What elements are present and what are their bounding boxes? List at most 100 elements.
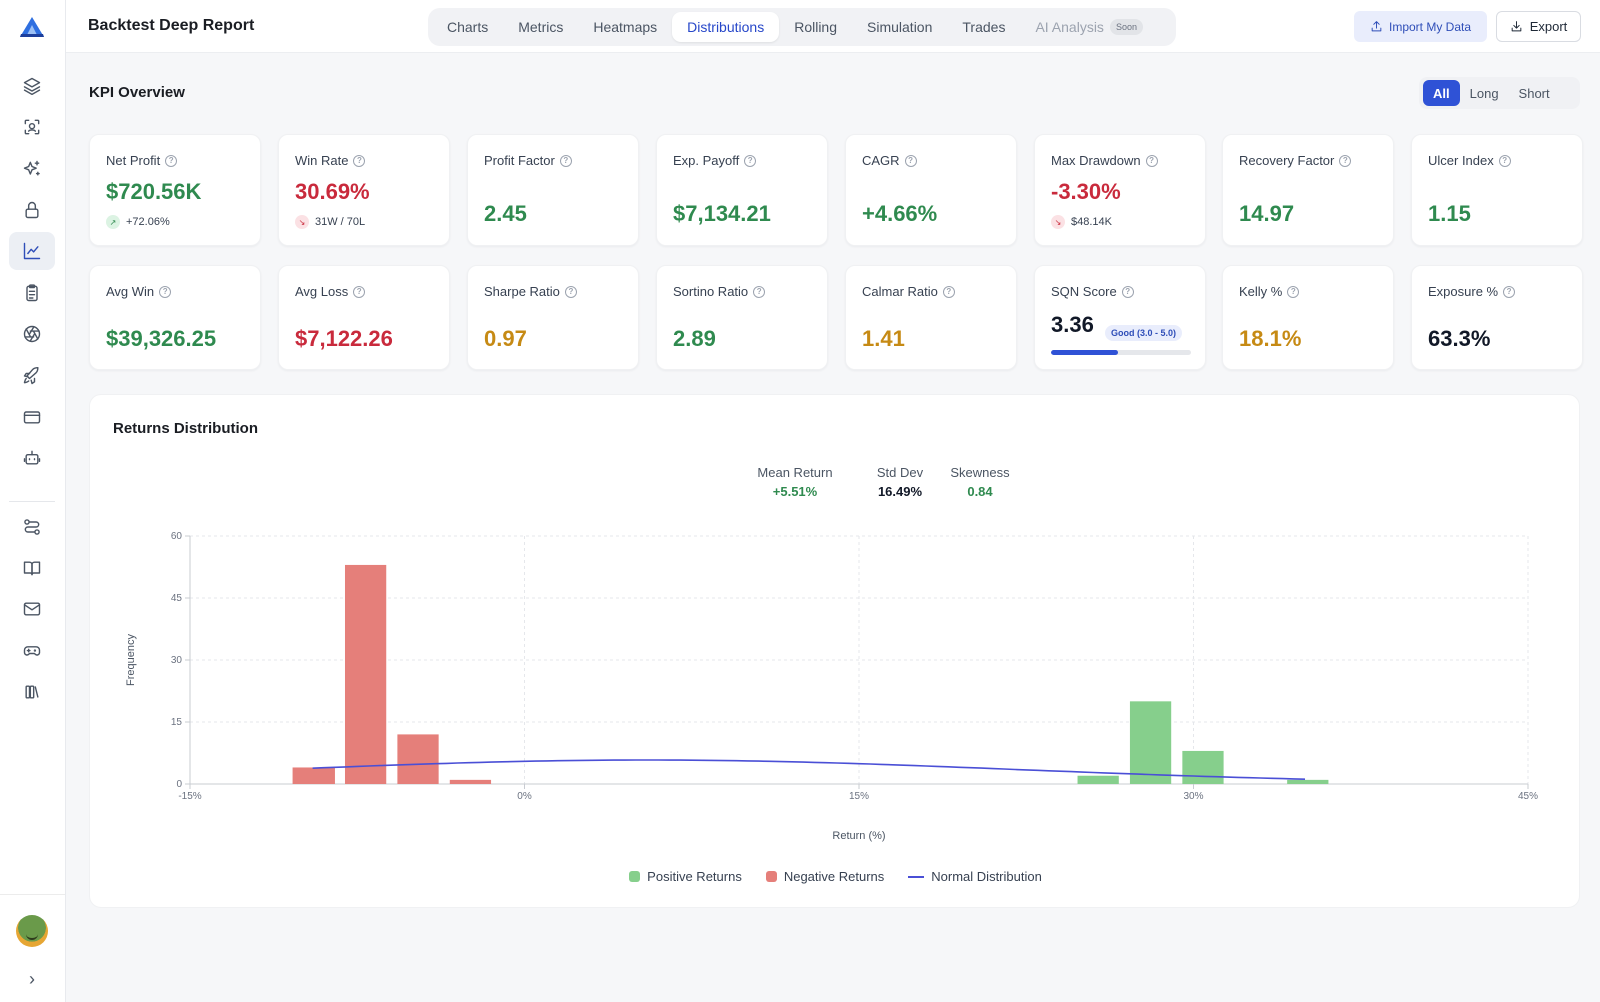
help-icon[interactable]: ? — [353, 285, 366, 298]
help-icon[interactable]: ? — [1339, 154, 1352, 167]
tab-trades[interactable]: Trades — [947, 12, 1020, 42]
sidebar-item-library[interactable] — [9, 673, 55, 711]
stat-value: 16.49% — [877, 484, 923, 499]
sqn-rating-badge: Good (3.0 - 5.0) — [1105, 325, 1183, 341]
positive-return-bar — [1077, 775, 1119, 784]
kpi-value: 3.36 — [1051, 312, 1094, 337]
sidebar-item-scan[interactable] — [9, 108, 55, 146]
help-icon[interactable]: ? — [559, 154, 572, 167]
kpi-overview-title: KPI Overview — [89, 84, 185, 101]
kpi-value: +4.66% — [862, 201, 938, 226]
kpi-label-row: Calmar Ratio? — [862, 284, 955, 299]
sidebar-item-mail[interactable] — [9, 590, 55, 628]
kpi-card-sqn-score: SQN Score? 3.36 Good (3.0 - 5.0) — [1034, 265, 1206, 370]
sidebar-item-bot[interactable] — [9, 439, 55, 477]
legend-positive[interactable]: Positive Returns — [629, 869, 742, 884]
tab-label: Rolling — [794, 19, 838, 35]
avatar[interactable] — [16, 915, 48, 947]
route-icon — [24, 519, 40, 535]
help-icon[interactable]: ? — [1121, 285, 1134, 298]
x-tick-label: 30% — [1183, 791, 1203, 802]
filter-long[interactable]: Long — [1469, 85, 1499, 101]
filter-short[interactable]: Short — [1518, 85, 1550, 101]
kpi-value: $720.56K — [106, 179, 202, 204]
y-tick-label: 15 — [171, 717, 183, 728]
tab-metrics[interactable]: Metrics — [503, 12, 578, 42]
sidebar-item-aperture[interactable] — [9, 315, 55, 353]
help-icon[interactable]: ? — [564, 285, 577, 298]
tab-charts[interactable]: Charts — [432, 12, 503, 42]
kpi-label: SQN Score — [1051, 284, 1117, 299]
help-icon[interactable]: ? — [1503, 285, 1516, 298]
sidebar-item-clipboard[interactable] — [9, 274, 55, 312]
kpi-label-row: Kelly %? — [1239, 284, 1300, 299]
tab-label: Metrics — [518, 19, 564, 35]
aperture-icon — [23, 325, 41, 343]
x-tick-label: -15% — [178, 791, 201, 802]
kpi-subtext: ↘ 31W / 70L — [295, 215, 365, 229]
x-tick-label: 0% — [517, 791, 532, 802]
kpi-label: Calmar Ratio — [862, 284, 938, 299]
y-tick-label: 45 — [171, 593, 183, 604]
help-icon[interactable]: ? — [744, 154, 757, 167]
chevron-right-icon[interactable]: › — [29, 968, 35, 989]
tab-heatmaps[interactable]: Heatmaps — [578, 12, 672, 42]
sqn-progress-bar — [1051, 350, 1191, 355]
direction-filter: All Long Short — [1419, 77, 1580, 109]
x-tick-label: 45% — [1518, 791, 1538, 802]
help-icon[interactable]: ? — [159, 285, 172, 298]
kpi-value: 18.1% — [1239, 326, 1302, 351]
kpi-card-cagr: CAGR? +4.66% — [845, 134, 1017, 246]
app-logo[interactable] — [19, 16, 45, 38]
help-icon[interactable]: ? — [904, 154, 917, 167]
kpi-label: Avg Win — [106, 284, 155, 299]
help-icon[interactable]: ? — [165, 154, 178, 167]
sidebar-item-route[interactable] — [9, 508, 55, 546]
sidebar-item-sparkles[interactable] — [9, 150, 55, 188]
help-icon[interactable]: ? — [353, 154, 366, 167]
sidebar-item-book[interactable] — [9, 549, 55, 587]
help-icon[interactable]: ? — [1145, 154, 1158, 167]
tab-distributions[interactable]: Distributions — [672, 12, 780, 42]
help-icon[interactable]: ? — [1498, 154, 1511, 167]
sidebar-item-gamepad[interactable] — [9, 632, 55, 670]
filter-all[interactable]: All — [1423, 80, 1460, 106]
soon-badge: Soon — [1109, 19, 1143, 35]
import-data-button[interactable]: Import My Data — [1354, 11, 1487, 42]
rocket-icon — [23, 366, 39, 385]
library-icon — [25, 685, 39, 699]
y-tick-label: 60 — [171, 531, 183, 542]
sparkles-icon — [23, 160, 40, 176]
sidebar-item-rocket[interactable] — [9, 357, 55, 395]
kpi-card-win-rate: Win Rate? 30.69% ↘ 31W / 70L — [278, 134, 450, 246]
help-icon[interactable]: ? — [942, 285, 955, 298]
kpi-label-row: SQN Score? — [1051, 284, 1134, 299]
kpi-subtext-value: +72.06% — [126, 216, 170, 228]
kpi-label-row: Sharpe Ratio? — [484, 284, 577, 299]
legend-positive-label: Positive Returns — [647, 869, 742, 884]
sidebar-item-lock[interactable] — [9, 191, 55, 229]
kpi-label-row: Recovery Factor? — [1239, 153, 1352, 168]
sidebar-item-credit-card[interactable] — [9, 398, 55, 436]
lock-icon — [25, 201, 39, 219]
sidebar-item-chart-line[interactable] — [9, 232, 55, 270]
tab-simulation[interactable]: Simulation — [852, 12, 947, 42]
normal-distribution-line — [312, 759, 1306, 780]
kpi-subtext-value: $48.14K — [1071, 216, 1112, 228]
sidebar-item-layers[interactable] — [9, 67, 55, 105]
negative-return-bar — [397, 734, 439, 784]
legend-normal[interactable]: Normal Distribution — [908, 869, 1042, 884]
scan-icon — [24, 119, 40, 135]
tab-ai-analysis[interactable]: AI Analysis Soon — [1020, 12, 1158, 42]
help-icon[interactable]: ? — [1287, 285, 1300, 298]
export-button[interactable]: Export — [1496, 11, 1581, 42]
help-icon[interactable]: ? — [753, 285, 766, 298]
kpi-label: CAGR — [862, 153, 900, 168]
tab-rolling[interactable]: Rolling — [779, 12, 852, 42]
kpi-label-row: CAGR? — [862, 153, 917, 168]
kpi-label-row: Sortino Ratio? — [673, 284, 766, 299]
legend-negative[interactable]: Negative Returns — [765, 869, 884, 884]
layers-icon — [23, 77, 41, 96]
kpi-label-row: Net Profit? — [106, 153, 178, 168]
tab-label: Trades — [962, 19, 1006, 35]
